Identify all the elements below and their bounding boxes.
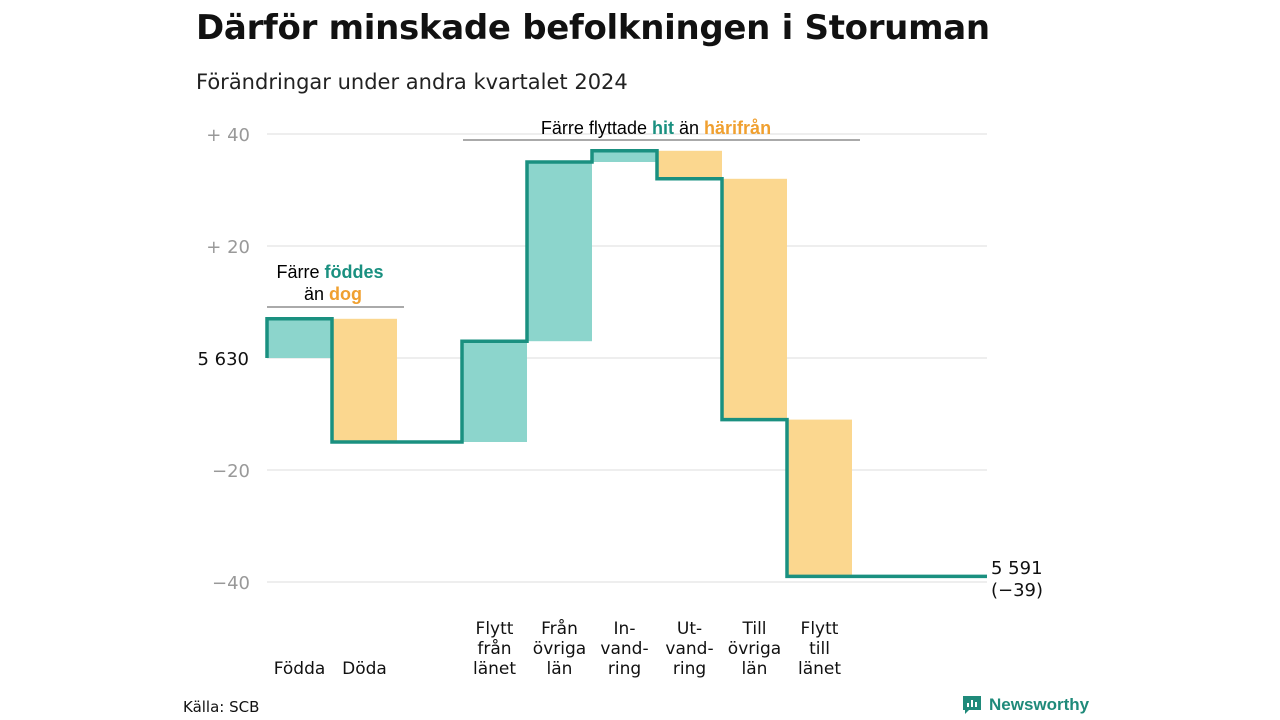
- moves-annotation: Färre flyttade hit än härifrån: [463, 118, 860, 141]
- bar-decrease: [788, 419, 852, 577]
- x-tick-labels: Födda DödaFlyttfrånlänetFrånövrigalänIn-v…: [274, 618, 842, 679]
- cumulative-step-line: [265, 149, 987, 579]
- y-tick-label: + 40: [206, 125, 250, 146]
- bar-increase: [463, 341, 527, 442]
- svg-text:Färre flyttade hit: Färre flyttade hit än härifrån: [541, 118, 771, 138]
- end-change-label: (−39): [991, 580, 1043, 601]
- y-tick-labels: + 40 + 20 5 630 −20 −40: [197, 125, 250, 594]
- moves-annotation-text: Färre flyttade: [541, 118, 647, 138]
- bar-decrease: [723, 178, 787, 420]
- births-annotation-text-2: än: [304, 284, 324, 304]
- births-annotation-accent-2: dog: [329, 284, 362, 304]
- chart-title: Därför minskade befolkningen i Storuman: [196, 8, 990, 48]
- x-tick-label: Till: [741, 619, 766, 639]
- bar-increase: [593, 150, 657, 162]
- bar-increase: [528, 162, 592, 342]
- x-tick-label: ring: [673, 659, 706, 679]
- x-tick-label: Ut-: [677, 619, 702, 639]
- x-tick-label: vand-: [665, 639, 713, 659]
- x-tick-label: övriga: [728, 639, 781, 659]
- brand-name: Newsworthy: [989, 695, 1090, 714]
- svg-text:Färre föddes: Färre föddes: [276, 262, 383, 282]
- y-tick-label: + 20: [206, 237, 250, 258]
- x-tick-label: län: [547, 659, 573, 679]
- x-tick-label: Flytt: [801, 619, 839, 639]
- svg-text:än dog: än dog: [304, 284, 362, 304]
- moves-annotation-accent-2: härifrån: [704, 118, 771, 138]
- chart-subtitle: Förändringar under andra kvartalet 2024: [196, 70, 628, 94]
- moves-annotation-accent-1: hit: [652, 118, 674, 138]
- bar-increase: [268, 318, 332, 358]
- bars: [265, 149, 987, 579]
- x-tick-label: In-: [614, 619, 636, 639]
- y-tick-label: −20: [212, 461, 250, 482]
- end-value-label: 5 591: [991, 558, 1043, 579]
- x-tick-label: till: [809, 639, 830, 659]
- x-tick-label: Döda: [342, 659, 387, 679]
- x-tick-label: från: [477, 638, 511, 659]
- source-note: Källa: SCB: [183, 698, 260, 716]
- x-tick-label: ring: [608, 659, 641, 679]
- brand-logo[interactable]: Newsworthy: [961, 694, 1089, 716]
- grid-lines: [267, 133, 987, 583]
- births-annotation: Färre föddes än dog: [267, 262, 404, 308]
- bar-decrease: [658, 150, 722, 179]
- births-annotation-text: Färre: [276, 262, 319, 282]
- x-tick-label: Från: [541, 618, 578, 639]
- x-tick-label: län: [742, 659, 768, 679]
- x-tick-label: Flytt: [476, 619, 514, 639]
- start-value-label: 5 630: [197, 349, 249, 370]
- bar-decrease: [333, 318, 397, 442]
- moves-annotation-middle: än: [679, 118, 699, 138]
- x-tick-label: länet: [798, 659, 841, 679]
- births-annotation-accent: föddes: [325, 262, 384, 282]
- x-tick-label: länet: [473, 659, 516, 679]
- x-tick-label: vand-: [600, 639, 648, 659]
- x-tick-label: övriga: [533, 639, 586, 659]
- newsworthy-logo-icon: [963, 696, 981, 714]
- y-tick-label: −40: [212, 573, 250, 594]
- x-tick-label: Födda: [274, 659, 326, 679]
